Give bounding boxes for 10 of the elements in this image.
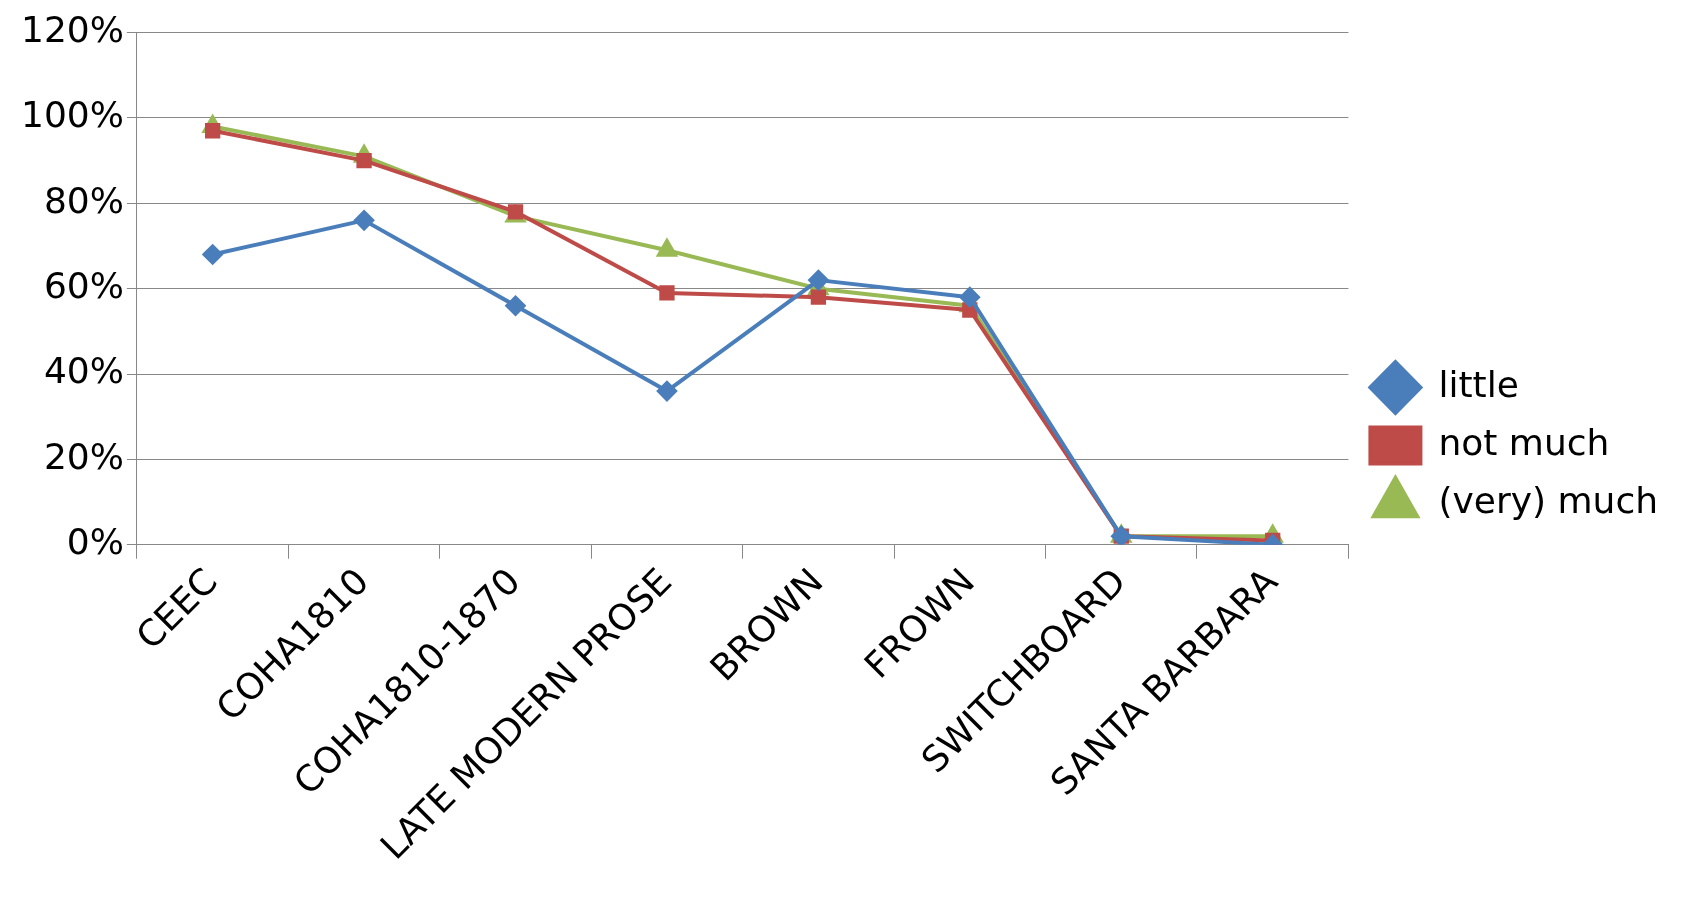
legend-label: not much bbox=[1438, 421, 1610, 463]
y-tick-label: 120% bbox=[21, 8, 124, 50]
y-tick-label: 60% bbox=[43, 265, 124, 307]
y-tick-label: 20% bbox=[43, 435, 124, 477]
legend-label: (very) much bbox=[1438, 479, 1659, 521]
y-tick-label: 100% bbox=[21, 94, 124, 136]
legend-label: little bbox=[1438, 363, 1519, 405]
y-tick-label: 40% bbox=[43, 350, 124, 392]
y-tick-label: 80% bbox=[43, 179, 124, 221]
y-tick-label: 0% bbox=[66, 521, 124, 563]
